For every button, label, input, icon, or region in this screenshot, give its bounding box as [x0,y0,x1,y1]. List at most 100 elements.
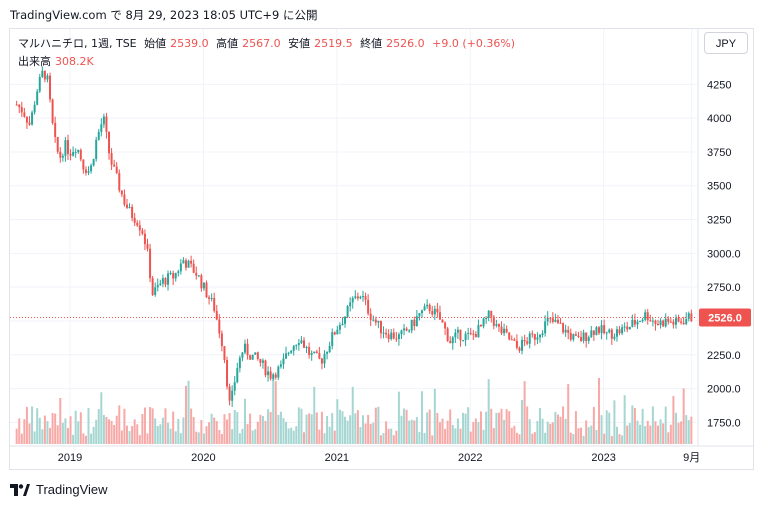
candle-body [657,323,660,326]
candle-body [361,296,364,298]
candle-body [79,149,82,160]
volume-bar [236,412,239,444]
volume-bar [46,421,49,444]
candle-body [43,70,46,80]
volume-bar [541,418,544,444]
volume-bar [420,391,423,444]
volume-bar [259,414,262,444]
volume-bar [177,418,180,444]
candle-body [372,319,375,321]
candle-body [74,152,77,154]
volume-bar [218,429,221,444]
volume-bar [187,380,190,444]
volume-bar [56,425,59,444]
candle-body [359,296,362,299]
candle-body [143,233,146,245]
volume-bar [64,418,67,444]
candle-body [513,339,516,341]
volume-bar [110,420,113,444]
candle-body [562,323,565,333]
volume-bar [333,430,336,444]
candle-body [272,374,275,379]
volume-bar [500,408,503,444]
candle-body [600,325,603,334]
volume-bar [621,435,624,444]
volume-bar [243,398,246,444]
volume-bar [323,433,326,444]
candle-body [61,155,64,158]
volume-bar [615,426,618,444]
candle-body [36,91,39,105]
candle-body [521,339,524,351]
volume-bar [418,431,421,444]
volume-bar [410,419,413,444]
volume-bar [41,429,44,444]
volume-bar [379,435,382,444]
volume-bar [654,421,657,444]
candle-body [125,204,128,208]
candle-body [15,104,18,106]
y-tick-label: 2750.0 [707,282,741,294]
candle-body [246,343,249,356]
candle-body [472,333,475,335]
volume-bar [182,417,185,444]
candle-body [215,310,218,320]
volume-bar [113,424,116,444]
candle-body [603,325,606,334]
candle-body [490,310,493,317]
candle-body [590,330,593,338]
candle-body [138,225,141,231]
candle-body [182,260,185,264]
candle-body [184,260,187,268]
candle-body [344,316,347,324]
candle-body [610,329,613,339]
candle-body [477,324,480,338]
volume-bar [51,413,54,444]
volume-bar [77,421,80,444]
candle-body [464,333,467,341]
volume-bar [184,385,187,444]
candle-body [305,346,308,348]
candle-body [572,334,575,340]
volume-bar [374,407,377,444]
candle-body [392,332,395,339]
candle-body [118,173,121,191]
volume-bar [223,414,226,444]
candle-body [444,322,447,329]
volume-bar [167,422,170,444]
candle-body [66,140,69,154]
candle-body [41,70,44,78]
candle-body [313,351,316,354]
candle-body [574,334,577,336]
candle-body [120,190,123,195]
candle-body [285,353,288,359]
currency-button[interactable]: JPY [704,32,748,54]
candle-body [226,359,229,387]
volume-bar [131,426,134,444]
candle-body [567,329,570,333]
volume-bar [628,423,631,444]
volume-bar [282,418,285,444]
volume-bar [95,419,98,444]
candle-body [687,313,690,319]
volume-bar [600,415,603,444]
candle-body [482,318,485,327]
candle-body [33,104,36,113]
volume-bar [79,412,82,444]
candle-body [438,312,441,320]
volume-bar [285,421,288,444]
candle-body [264,360,267,376]
volume-bar [477,422,480,444]
candle-body [503,328,506,334]
volume-bar [118,405,121,444]
candle-body [261,360,264,363]
candle-body [556,319,559,323]
candle-body [18,104,21,108]
last-price-label-bg [699,308,751,327]
candle-body [287,352,290,354]
candle-body [667,318,670,322]
volume-bar [305,414,308,444]
volume-bar [469,431,472,444]
volume-bar [331,413,334,444]
volume-bar [610,435,613,444]
